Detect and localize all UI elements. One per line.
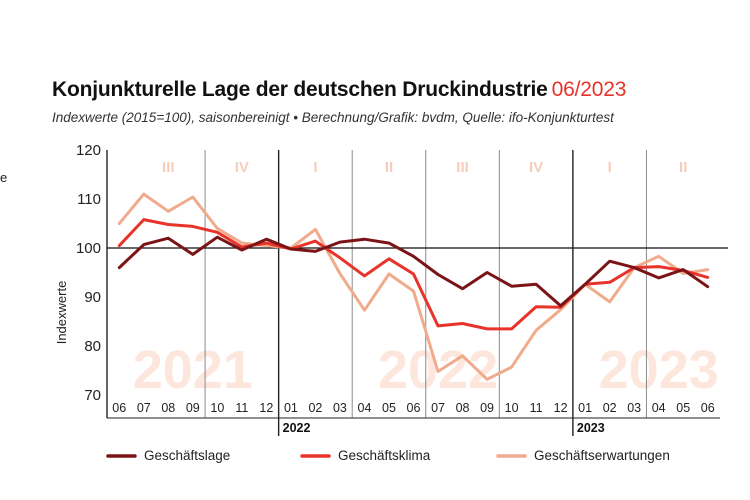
quarter-label: I <box>313 159 317 176</box>
stray-text: e <box>0 170 8 185</box>
year-axis-label: 2023 <box>577 421 605 435</box>
quarter-label: IV <box>529 159 543 176</box>
series-line-geschäftserwartungen <box>117 192 710 381</box>
series-line-geschäftslage <box>117 235 710 308</box>
x-tick-label: 03 <box>627 401 641 415</box>
x-tick-label: 06 <box>701 401 715 415</box>
year-axis-label: 2022 <box>283 421 311 435</box>
y-tick-label: 80 <box>84 338 101 355</box>
quarter-label: III <box>162 159 175 176</box>
y-tick-label: 120 <box>76 142 101 159</box>
legend-label: Geschäftsklima <box>338 448 431 463</box>
x-tick-label: 04 <box>652 401 666 415</box>
quarter-label: II <box>679 159 687 176</box>
chart-title: Konjunkturelle Lage der deutschen Drucki… <box>52 78 626 102</box>
x-tick-label: 09 <box>480 401 494 415</box>
x-tick-label: 10 <box>210 401 224 415</box>
y-axis-label: Indexwerte <box>54 281 69 345</box>
x-tick-label: 07 <box>137 401 151 415</box>
chart-subtitle: Indexwerte (2015=100), saisonbereinigt •… <box>52 110 614 125</box>
legend-label: Geschäftserwartungen <box>534 448 670 463</box>
series-line-geschäftsklima <box>117 218 710 331</box>
x-tick-label: 05 <box>382 401 396 415</box>
x-tick-label: 01 <box>578 401 592 415</box>
x-tick-label: 12 <box>554 401 568 415</box>
x-tick-label: 08 <box>161 401 175 415</box>
watermark-year: 2023 <box>599 340 719 400</box>
watermark-year: 2021 <box>133 340 253 400</box>
x-tick-label: 11 <box>530 401 543 415</box>
x-tick-label: 07 <box>431 401 445 415</box>
x-tick-label: 08 <box>456 401 470 415</box>
x-tick-label: 06 <box>407 401 421 415</box>
legend-label: Geschäftslage <box>144 448 230 463</box>
quarter-label: II <box>385 159 393 176</box>
x-tick-label: 02 <box>308 401 322 415</box>
chart-title-text: Konjunkturelle Lage der deutschen Drucki… <box>52 78 548 101</box>
x-tick-label: 03 <box>333 401 347 415</box>
quarter-label: IV <box>235 159 249 176</box>
y-tick-label: 90 <box>84 289 101 306</box>
x-tick-label: 11 <box>235 401 248 415</box>
x-tick-label: 10 <box>505 401 519 415</box>
quarter-label: I <box>608 159 612 176</box>
x-tick-label: 12 <box>259 401 273 415</box>
x-tick-label: 06 <box>112 401 126 415</box>
x-tick-label: 01 <box>284 401 298 415</box>
y-tick-label: 70 <box>84 387 101 404</box>
y-tick-label: 110 <box>77 191 101 208</box>
quarter-label: III <box>456 159 469 176</box>
x-tick-label: 09 <box>186 401 200 415</box>
x-tick-label: 02 <box>603 401 617 415</box>
chart-title-date: 06/2023 <box>551 78 627 101</box>
y-tick-label: 100 <box>76 240 101 257</box>
x-tick-label: 05 <box>676 401 690 415</box>
x-tick-label: 04 <box>358 401 372 415</box>
